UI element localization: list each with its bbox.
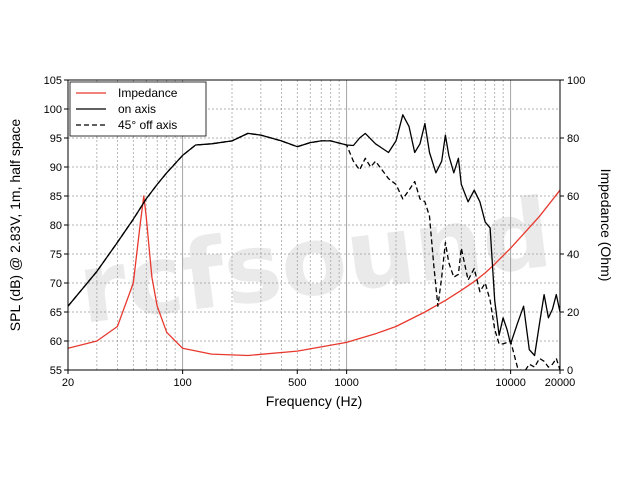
y-left-tick-label: 90 xyxy=(50,162,62,174)
legend: Impedance on axis 45° off axis xyxy=(69,81,207,137)
y-left-tick-label: 70 xyxy=(50,278,62,290)
series-layer xyxy=(68,114,560,370)
y-axis-left-label: SPL (dB) @ 2.83V, 1m, half space xyxy=(7,119,23,332)
y-left-tick-label: 80 xyxy=(50,220,62,232)
x-axis-label: Frequency (Hz) xyxy=(266,393,362,409)
y-left-tick-label: 65 xyxy=(50,307,62,319)
legend-label: 45° off axis xyxy=(118,118,177,132)
series-line-45-off-axis xyxy=(68,132,560,370)
legend-label: on axis xyxy=(118,102,156,116)
x-tick-label: 1000 xyxy=(334,377,358,389)
y-right-tick-label: 100 xyxy=(567,75,585,87)
x-tick-label: 20000 xyxy=(545,377,576,389)
y-left-tick-label: 60 xyxy=(50,336,62,348)
y-left-tick-label: 105 xyxy=(44,75,62,87)
x-tick-label: 100 xyxy=(173,377,191,389)
legend-label: Impedance xyxy=(118,86,178,100)
y-left-tick-label: 100 xyxy=(44,104,62,116)
y-right-tick-label: 80 xyxy=(567,133,579,145)
x-tick-label: 10000 xyxy=(495,377,526,389)
y-right-tick-label: 40 xyxy=(567,249,579,261)
y-left-tick-label: 55 xyxy=(50,365,62,377)
legend-box xyxy=(69,81,207,137)
y-left-tick-label: 75 xyxy=(50,249,62,261)
y-left-tick-label: 95 xyxy=(50,133,62,145)
y-axis-right-label: Impedance (Ohm) xyxy=(598,169,614,282)
x-tick-label: 20 xyxy=(62,377,74,389)
tick-labels: 20 100 500 1000 10000 20000556065707580859095… xyxy=(44,75,586,389)
y-right-tick-label: 0 xyxy=(567,365,573,377)
y-left-tick-label: 85 xyxy=(50,191,62,203)
y-right-tick-label: 60 xyxy=(567,191,579,203)
series-line-impedance xyxy=(68,189,560,357)
x-tick-label: 500 xyxy=(288,377,306,389)
y-right-tick-label: 20 xyxy=(567,307,579,319)
